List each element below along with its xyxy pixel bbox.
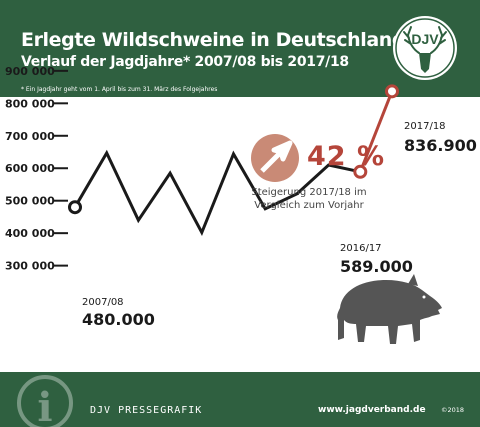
data-point-prev bbox=[353, 164, 368, 179]
footer-brand: DJV PRESSEGRAFIK bbox=[90, 405, 203, 416]
footer-bar bbox=[0, 372, 480, 427]
data-point-end bbox=[385, 84, 399, 99]
data-point-start bbox=[68, 200, 82, 215]
logo-inner-circle bbox=[395, 18, 455, 78]
y-tick-label: 500 000 bbox=[5, 195, 55, 208]
footer-url-link[interactable]: www.jagdverband.de bbox=[318, 405, 426, 415]
boar-eye bbox=[422, 295, 426, 299]
y-tick-label: 800 000 bbox=[5, 97, 55, 110]
boar-ear bbox=[408, 274, 418, 286]
info-glyph: i bbox=[37, 384, 52, 427]
label-end-value: 836.900 bbox=[404, 136, 477, 155]
footer-copyright: ©2018 bbox=[441, 406, 465, 414]
y-tick-label: 300 000 bbox=[5, 260, 55, 273]
y-tick-label: 700 000 bbox=[5, 130, 55, 143]
info-icon: i bbox=[17, 375, 73, 427]
chart-subtitle: Verlauf der Jagdjahre* 2007/08 bis 2017/… bbox=[21, 54, 349, 70]
footnote: * Ein Jagdjahr geht vom 1. April bis zum… bbox=[21, 86, 218, 93]
series-line bbox=[73, 149, 361, 237]
increase-arrow-badge bbox=[251, 134, 299, 182]
label-start-year: 2007/08 bbox=[82, 297, 124, 308]
label-prev-year: 2016/17 bbox=[340, 243, 382, 254]
arrow-up-right-icon bbox=[260, 140, 293, 173]
percent-increase: 42 % bbox=[307, 141, 386, 172]
series-line-increase bbox=[358, 90, 394, 173]
series-layer bbox=[68, 84, 399, 237]
djv-logo: DJV bbox=[393, 16, 457, 80]
y-tick-label: 900 000 bbox=[5, 65, 55, 78]
label-prev-value: 589.000 bbox=[340, 257, 413, 276]
deer-head-icon bbox=[419, 53, 431, 73]
logo-text: DJV bbox=[411, 31, 439, 47]
y-tick-label: 400 000 bbox=[5, 227, 55, 240]
line-chart: 900 000 800 000 700 000 600 000 500 000 400 0… bbox=[5, 65, 399, 273]
chart-title: Erlegte Wildschweine in Deutschland bbox=[21, 29, 406, 51]
label-end-year: 2017/18 bbox=[404, 121, 446, 132]
increase-description: Steigerung 2017/18 im Vergleich zum Vorj… bbox=[251, 187, 367, 211]
info-circle-outline bbox=[17, 375, 73, 427]
y-axis: 900 000 800 000 700 000 600 000 500 000 400 0… bbox=[5, 65, 68, 273]
label-start-value: 480.000 bbox=[82, 310, 155, 329]
y-tick-label: 600 000 bbox=[5, 162, 55, 175]
antlers-icon bbox=[403, 26, 447, 54]
wild-boar-icon bbox=[337, 274, 442, 344]
